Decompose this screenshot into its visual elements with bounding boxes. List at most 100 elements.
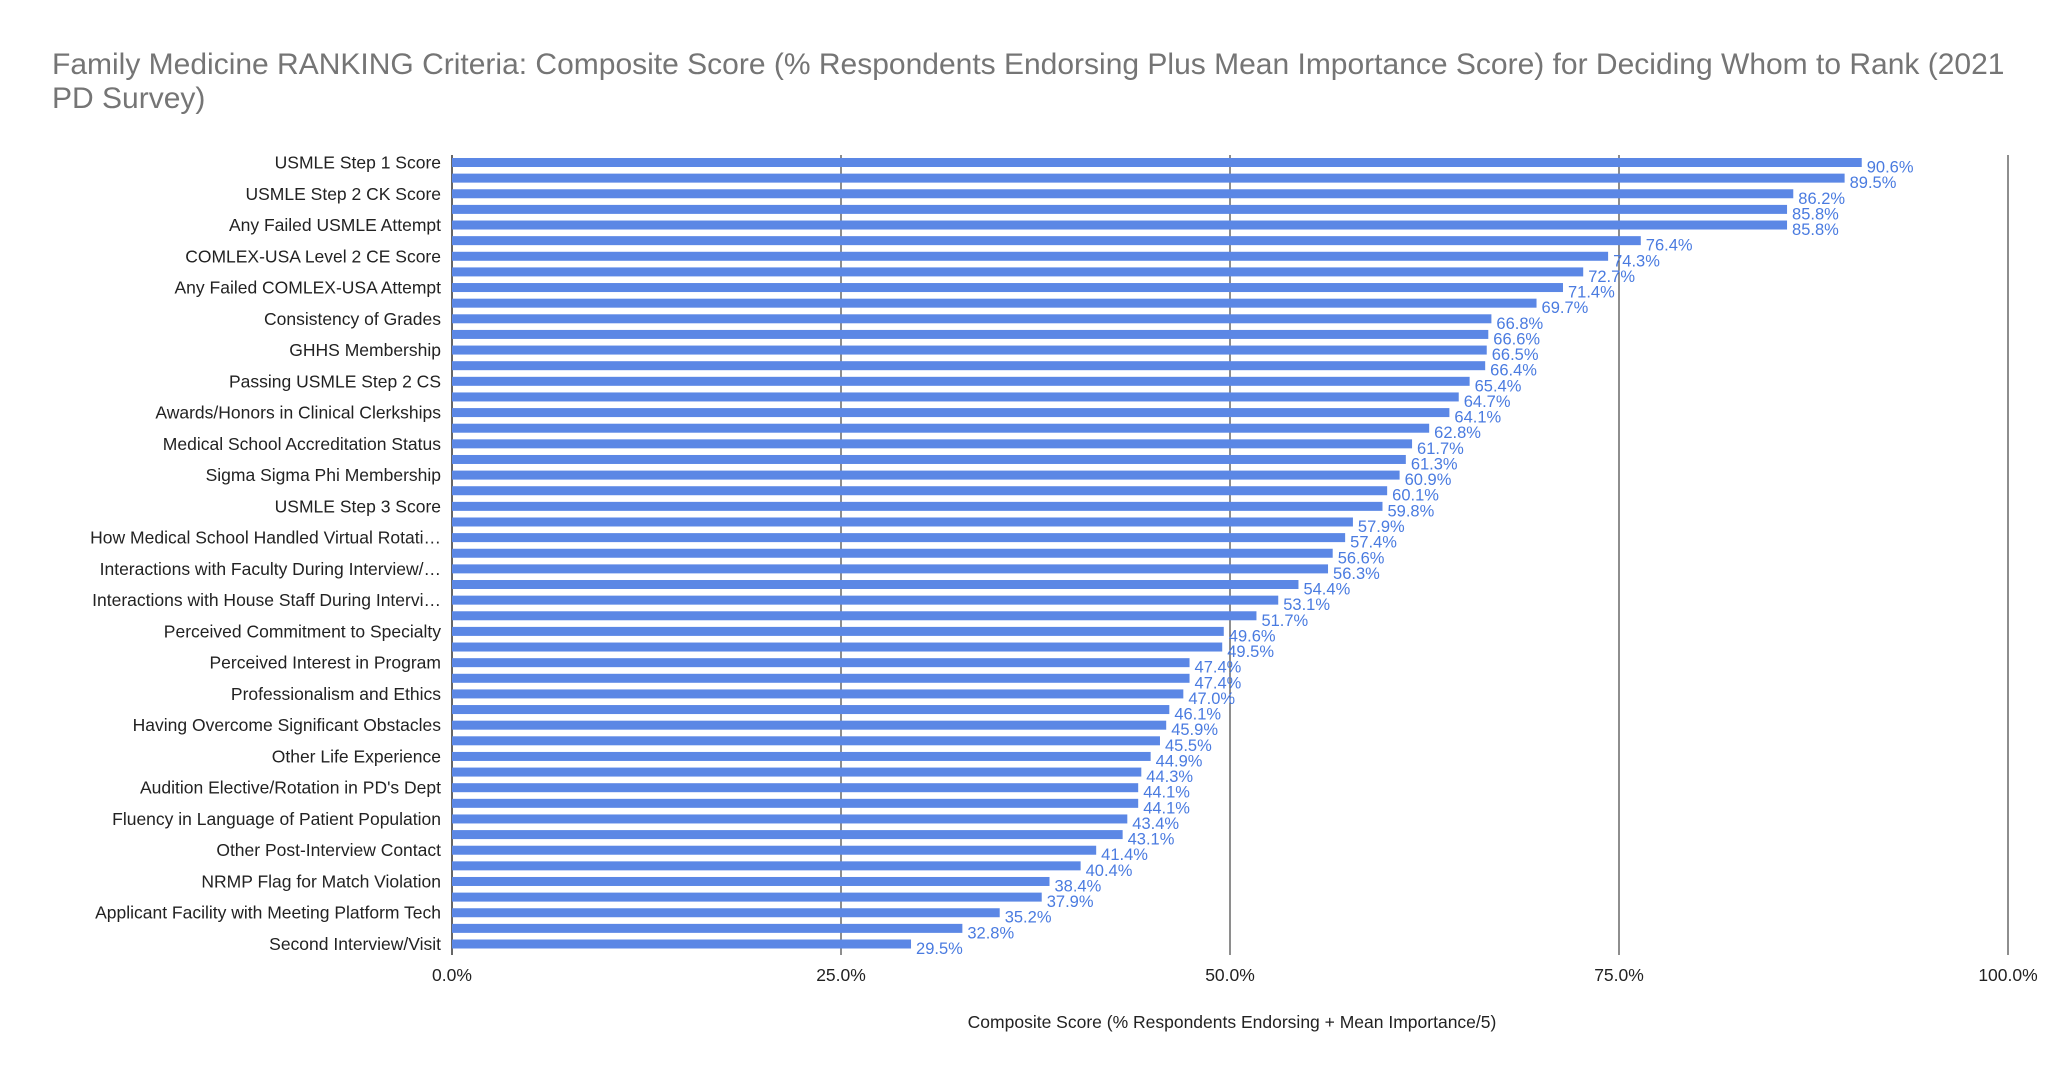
bar xyxy=(452,517,1353,527)
data-label: 44.1% xyxy=(1143,784,1190,802)
bar xyxy=(452,220,1788,230)
category-label: Perceived Interest in Program xyxy=(210,653,442,673)
data-label: 51.7% xyxy=(1261,612,1308,630)
bar xyxy=(452,814,1128,824)
data-label: 35.2% xyxy=(1005,909,1052,927)
category-label: How Medical School Handled Virtual Rotat… xyxy=(90,528,441,548)
bar xyxy=(452,595,1279,605)
data-label: 66.5% xyxy=(1492,346,1539,364)
category-label: Second Interview/Visit xyxy=(269,934,441,954)
bar xyxy=(452,189,1794,199)
data-label: 56.3% xyxy=(1333,565,1380,583)
data-label: 38.4% xyxy=(1055,877,1102,895)
bar xyxy=(452,736,1160,746)
category-labels: USMLE Step 1 Score USMLE Step 2 CK Score A… xyxy=(90,153,441,955)
bar xyxy=(452,533,1346,543)
bar xyxy=(452,314,1492,324)
x-tick-label: 25.0% xyxy=(816,965,866,985)
category-label: COMLEX-USA Level 2 CE Score xyxy=(185,246,441,266)
data-label: 74.3% xyxy=(1613,252,1660,270)
data-label: 32.8% xyxy=(967,924,1014,942)
data-label: 40.4% xyxy=(1086,862,1133,880)
data-label: 44.3% xyxy=(1146,768,1193,786)
bar xyxy=(452,439,1413,449)
bar xyxy=(452,204,1788,214)
category-label: Applicant Facility with Meeting Platform… xyxy=(95,903,441,923)
bar xyxy=(452,798,1139,808)
bar xyxy=(452,720,1167,730)
data-label: 90.6% xyxy=(1867,159,1914,177)
data-label: 41.4% xyxy=(1101,846,1148,864)
bar xyxy=(452,626,1224,636)
bar xyxy=(452,861,1081,871)
bar xyxy=(452,298,1537,308)
bar xyxy=(452,923,963,933)
x-tick-label: 50.0% xyxy=(1205,965,1255,985)
bars xyxy=(452,158,1862,949)
category-label: Fluency in Language of Patient Populatio… xyxy=(112,809,441,829)
data-label: 72.7% xyxy=(1588,268,1635,286)
category-label: Professionalism and Ethics xyxy=(231,684,441,704)
data-label: 69.7% xyxy=(1542,299,1589,317)
data-label: 85.8% xyxy=(1792,205,1839,223)
chart-title: Family Medicine RANKING Criteria: Compos… xyxy=(52,48,2005,115)
data-label: 44.9% xyxy=(1156,752,1203,770)
data-label: 47.4% xyxy=(1195,659,1242,677)
x-axis-title: Composite Score (% Respondents Endorsing… xyxy=(968,1012,1497,1032)
bar xyxy=(452,767,1142,777)
category-label: USMLE Step 2 CK Score xyxy=(246,184,442,204)
data-label: 49.6% xyxy=(1229,627,1276,645)
bar xyxy=(452,845,1097,855)
category-label: GHHS Membership xyxy=(289,340,441,360)
data-label: 45.5% xyxy=(1165,737,1212,755)
data-label: 60.9% xyxy=(1405,471,1452,489)
category-label: Interactions with House Staff During Int… xyxy=(92,590,441,610)
data-label: 53.1% xyxy=(1283,596,1330,614)
bar xyxy=(452,376,1470,386)
data-label: 66.8% xyxy=(1496,315,1543,333)
data-label: 64.1% xyxy=(1454,409,1501,427)
data-label: 49.5% xyxy=(1227,643,1274,661)
bar xyxy=(452,658,1190,668)
bar xyxy=(452,751,1151,761)
value-labels: 90.6%89.5%86.2%85.8%85.8%76.4%74.3%72.7%… xyxy=(916,159,1914,959)
category-label: USMLE Step 3 Score xyxy=(275,496,441,516)
data-label: 59.8% xyxy=(1387,502,1434,520)
category-label: USMLE Step 1 Score xyxy=(275,153,441,173)
data-label: 61.7% xyxy=(1417,440,1464,458)
data-label: 37.9% xyxy=(1047,893,1094,911)
data-label: 89.5% xyxy=(1850,174,1897,192)
bar xyxy=(452,939,912,949)
bar xyxy=(452,783,1139,793)
bar xyxy=(452,564,1329,574)
data-label: 86.2% xyxy=(1798,190,1845,208)
category-label: Interactions with Faculty During Intervi… xyxy=(100,559,441,579)
data-label: 56.6% xyxy=(1338,549,1385,567)
category-label: Sigma Sigma Phi Membership xyxy=(206,465,441,485)
bar xyxy=(452,283,1563,293)
bar xyxy=(452,329,1489,339)
bar xyxy=(452,501,1383,511)
data-label: 54.4% xyxy=(1303,581,1350,599)
bar xyxy=(452,908,1000,918)
data-label: 76.4% xyxy=(1646,237,1693,255)
bar xyxy=(452,345,1487,355)
data-label: 46.1% xyxy=(1174,706,1221,724)
bar xyxy=(452,361,1486,371)
data-label: 45.9% xyxy=(1171,721,1218,739)
x-axis-tick-labels: 0.0% 25.0% 50.0% 75.0% 100.0% xyxy=(432,965,2038,985)
category-label: Audition Elective/Rotation in PD's Dept xyxy=(140,778,441,798)
data-label: 47.0% xyxy=(1188,690,1235,708)
data-label: 66.6% xyxy=(1493,330,1540,348)
data-label: 66.4% xyxy=(1490,362,1537,380)
data-label: 29.5% xyxy=(916,940,963,958)
category-label: NRMP Flag for Match Violation xyxy=(201,871,441,891)
bar xyxy=(452,673,1190,683)
bar xyxy=(452,408,1450,418)
data-label: 44.1% xyxy=(1143,799,1190,817)
data-label: 71.4% xyxy=(1568,284,1615,302)
bar xyxy=(452,580,1299,590)
bar xyxy=(452,876,1050,886)
bar xyxy=(452,173,1845,183)
